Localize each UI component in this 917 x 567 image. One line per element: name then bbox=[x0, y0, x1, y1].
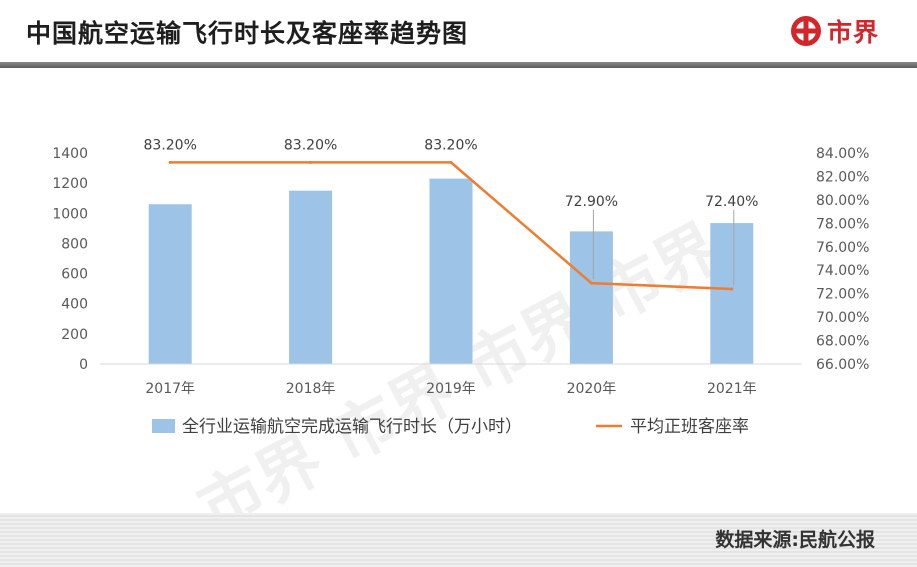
bar bbox=[289, 190, 333, 364]
header-divider bbox=[0, 62, 917, 68]
y-left-tick-label: 1200 bbox=[52, 176, 88, 192]
line-point bbox=[730, 287, 734, 291]
data-label: 83.20% bbox=[424, 137, 477, 153]
y-right-tick-label: 84.00% bbox=[816, 146, 869, 162]
x-tick-label: 2021年 bbox=[707, 381, 757, 397]
y-right-tick-label: 66.00% bbox=[816, 357, 869, 373]
y-left-tick-label: 1000 bbox=[52, 206, 88, 222]
y-right-tick-label: 82.00% bbox=[816, 169, 869, 185]
data-label: 72.40% bbox=[705, 194, 758, 210]
x-tick-label: 2018年 bbox=[286, 381, 336, 397]
line-point bbox=[449, 160, 453, 164]
line-point bbox=[168, 160, 172, 164]
brand-name: 市界 bbox=[826, 18, 879, 47]
y-right-tick-label: 70.00% bbox=[816, 310, 869, 326]
y-right-tick-label: 72.00% bbox=[816, 287, 869, 303]
data-label: 72.90% bbox=[565, 194, 618, 210]
y-right-tick-label: 78.00% bbox=[816, 216, 869, 232]
y-right-tick-label: 68.00% bbox=[816, 334, 869, 350]
x-tick-label: 2019年 bbox=[426, 381, 476, 397]
line-point bbox=[589, 281, 593, 285]
data-source: 数据来源:民航公报 bbox=[715, 529, 875, 551]
page-title: 中国航空运输飞行时长及客座率趋势图 bbox=[26, 19, 469, 48]
brand-logo-icon bbox=[790, 16, 821, 46]
bar bbox=[148, 204, 192, 364]
legend-swatch-bar bbox=[152, 419, 175, 433]
bar bbox=[710, 223, 754, 364]
y-left-tick-label: 0 bbox=[79, 357, 88, 373]
bar bbox=[429, 178, 473, 364]
y-left-tick-label: 200 bbox=[61, 327, 88, 343]
x-tick-label: 2017年 bbox=[145, 381, 195, 397]
legend-label-line: 平均正班客座率 bbox=[630, 417, 749, 437]
line-point bbox=[309, 160, 313, 164]
header: 中国航空运输飞行时长及客座率趋势图 市界 bbox=[0, 0, 917, 62]
x-tick-label: 2020年 bbox=[567, 381, 617, 397]
y-left-tick-label: 600 bbox=[61, 267, 88, 283]
chart: 市界 市界 市界 市界 020040060080010001200140066.… bbox=[52, 137, 869, 513]
y-left-tick-label: 800 bbox=[61, 236, 88, 252]
y-left-tick-label: 1400 bbox=[52, 146, 88, 162]
y-right-tick-label: 76.00% bbox=[816, 240, 869, 256]
brand-logo: 市界 bbox=[789, 12, 879, 50]
data-label: 83.20% bbox=[144, 137, 197, 153]
y-left-tick-label: 400 bbox=[61, 297, 88, 313]
data-label: 83.20% bbox=[284, 137, 337, 153]
footer: 数据来源:民航公报 bbox=[0, 513, 917, 567]
y-right-tick-label: 80.00% bbox=[816, 193, 869, 209]
legend-label-bar: 全行业运输航空完成运输飞行时长（万小时） bbox=[182, 417, 522, 437]
bar bbox=[569, 231, 613, 364]
y-right-tick-label: 74.00% bbox=[816, 263, 869, 279]
